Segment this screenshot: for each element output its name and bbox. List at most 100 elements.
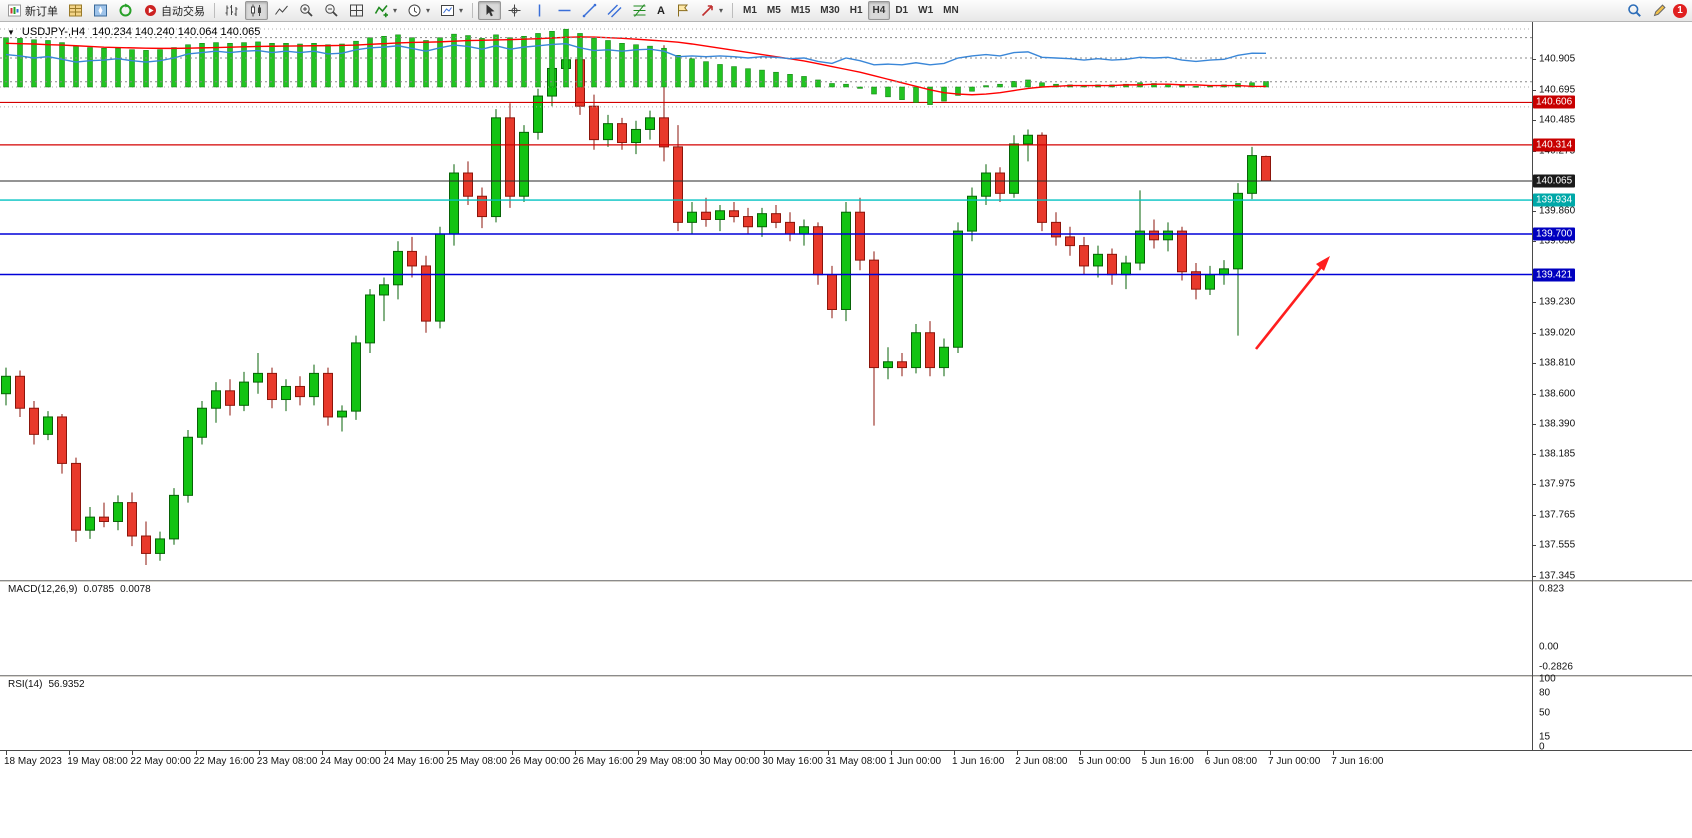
timeframe-button-group: M1 M5 M15 M30 H1 H4 D1 W1 MN	[738, 1, 964, 20]
timeframe-d1-button[interactable]: D1	[895, 5, 909, 16]
candle-body	[99, 516, 109, 522]
bar-chart-button[interactable]	[220, 1, 243, 20]
templates-button[interactable]: ▾	[436, 1, 467, 20]
candle-body	[239, 381, 249, 406]
candle-body	[1149, 230, 1159, 241]
macd-histogram-bar	[269, 43, 275, 88]
macd-histogram-bar	[1011, 81, 1017, 88]
auto-trading-icon	[145, 5, 156, 16]
macd-histogram-bar	[1151, 83, 1157, 88]
zoom-in-button[interactable]	[295, 1, 318, 20]
horizontal-line-button[interactable]	[553, 1, 576, 20]
time-tick-mark	[638, 751, 639, 755]
trendline-button[interactable]	[578, 1, 601, 20]
timeframe-w1-button[interactable]: W1	[918, 5, 934, 16]
fibonacci-button[interactable]	[628, 1, 651, 20]
price-tick-label: 137.975	[1539, 478, 1576, 490]
auto-trading-button[interactable]: 自动交易	[139, 1, 209, 20]
candle-body	[1009, 143, 1019, 194]
timeframe-mn-button[interactable]: MN	[943, 5, 959, 16]
price-tick-mark	[1532, 302, 1536, 304]
rsi-axis-label: 100	[1539, 673, 1556, 685]
timeframe-m5-button[interactable]: M5	[766, 5, 781, 16]
label-tool-button[interactable]	[671, 1, 694, 20]
time-tick-label: 26 May 16:00	[572, 756, 634, 767]
time-tick-mark	[954, 751, 955, 755]
channel-button[interactable]	[603, 1, 626, 20]
candle-body	[253, 372, 263, 383]
chart-ohlc-values: 140.234 140.240 140.064 140.065	[92, 26, 261, 38]
macd-histogram-bar	[829, 83, 835, 88]
price-tick-label: 138.600	[1539, 388, 1576, 400]
price-tick-label: 138.390	[1539, 418, 1576, 430]
macd-histogram-bar	[101, 47, 107, 88]
candlestick-chart-button[interactable]	[245, 1, 268, 20]
candle-body	[351, 342, 361, 412]
edit-button[interactable]	[1648, 1, 1671, 20]
time-tick-mark	[195, 751, 197, 755]
price-tick-mark	[1532, 575, 1536, 577]
candle-body	[491, 117, 501, 218]
new-order-button[interactable]: 新订单	[3, 1, 62, 20]
timeframe-m30-button[interactable]: M30	[820, 5, 840, 16]
cursor-button[interactable]	[478, 1, 502, 20]
time-axis-border	[0, 750, 1692, 751]
macd-histogram-bar	[227, 43, 233, 88]
candle-body	[533, 95, 543, 133]
candle-body	[701, 211, 711, 220]
time-tick-mark	[132, 751, 134, 755]
text-tool-button[interactable]: A	[653, 1, 669, 20]
macd-histogram-bar	[997, 83, 1003, 88]
macd-panel[interactable]	[0, 22, 1533, 115]
vertical-line-button[interactable]	[528, 1, 551, 20]
timeframe-m1-button[interactable]: M1	[743, 5, 757, 16]
price-line-badge: 140.065	[1533, 174, 1576, 188]
candle-body	[603, 123, 613, 141]
collapse-triangle-icon[interactable]: ▼	[7, 27, 15, 37]
search-button[interactable]	[1623, 1, 1646, 20]
macd-histogram-bar	[465, 35, 471, 88]
candle-body	[729, 210, 739, 218]
rsi-value: 56.9352	[48, 679, 85, 690]
indicators-button[interactable]: ▾	[370, 1, 401, 20]
macd-histogram-bar	[17, 38, 23, 88]
horizontal-line-icon	[558, 9, 571, 12]
main-price-chart[interactable]	[0, 22, 1533, 580]
price-tick-mark	[1532, 393, 1536, 395]
timeframe-h4-button[interactable]: H4	[867, 1, 891, 20]
macd-histogram-bar	[773, 71, 779, 88]
periods-button[interactable]: ▾	[403, 1, 434, 20]
macd-histogram-bar	[857, 86, 863, 89]
macd-histogram-bar	[185, 44, 191, 88]
candle-body	[169, 494, 179, 540]
panel-splitter[interactable]	[0, 675, 1692, 677]
time-tick-label: 5 Jun 16:00	[1141, 756, 1194, 767]
timeframe-m15-button[interactable]: M15	[790, 5, 811, 16]
line-chart-button[interactable]	[270, 1, 293, 20]
rsi-label: RSI(14) 56.9352	[8, 679, 85, 690]
macd-histogram-bar	[213, 42, 219, 88]
market-watch-button[interactable]	[64, 1, 87, 20]
tile-windows-button[interactable]	[345, 1, 368, 20]
label-flag-icon	[678, 4, 689, 17]
new-order-icon	[8, 4, 21, 17]
expert-advisors-button[interactable]	[114, 1, 137, 20]
candle-body	[869, 259, 879, 369]
macd-histogram-bar	[703, 61, 709, 88]
candle-body	[799, 226, 809, 235]
time-tick-mark	[511, 751, 513, 755]
time-tick-mark	[69, 751, 71, 755]
crosshair-button[interactable]	[503, 1, 526, 20]
panel-splitter[interactable]	[0, 580, 1692, 582]
candle-body	[127, 502, 137, 537]
timeframe-h1-button[interactable]: H1	[849, 5, 863, 16]
macd-histogram-bar	[423, 40, 429, 88]
arrows-tool-button[interactable]: ▾	[696, 1, 727, 20]
candle-body	[267, 372, 277, 401]
notification-badge[interactable]: 1	[1673, 3, 1687, 18]
navigator-button[interactable]	[89, 1, 112, 20]
candle-body	[309, 372, 319, 398]
zoom-out-button[interactable]	[320, 1, 343, 20]
rsi-panel[interactable]	[0, 22, 1533, 95]
macd-histogram-bar	[717, 64, 723, 88]
